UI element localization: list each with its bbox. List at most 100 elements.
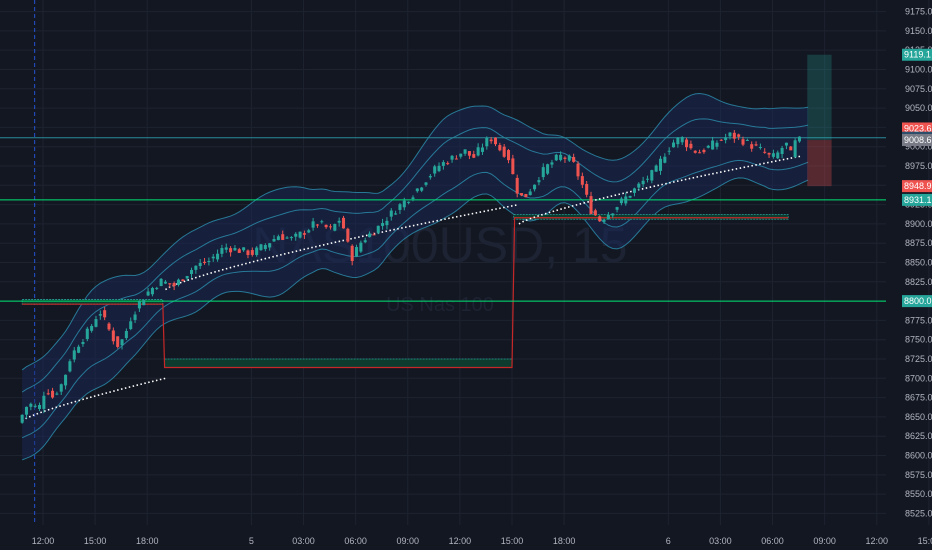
candle-body [59, 384, 63, 392]
candle [550, 159, 554, 168]
candle-body [559, 154, 563, 160]
candle-body [619, 198, 623, 204]
candle-body [437, 165, 441, 172]
candle-body [272, 238, 276, 242]
price-tag-bg [902, 180, 932, 193]
candle-body [776, 152, 780, 159]
candle-body [46, 393, 50, 395]
candle-body [55, 393, 59, 395]
price-tick-label: 9150.0 [905, 26, 932, 36]
candle-body [533, 184, 537, 190]
candle [189, 267, 194, 278]
band-line [21, 177, 809, 461]
candle-body [359, 242, 363, 252]
candle-body [702, 149, 706, 153]
candle [537, 177, 541, 186]
price-tick-label: 8700.0 [905, 373, 932, 383]
candle-body [250, 250, 254, 255]
candle [129, 317, 133, 331]
candle [394, 210, 398, 215]
candle-body [493, 137, 498, 145]
candle-body [698, 152, 702, 154]
candle-body [81, 342, 85, 345]
candle [211, 253, 215, 262]
candle [337, 217, 341, 227]
candle-body [33, 405, 37, 407]
candle [216, 249, 220, 262]
candle [428, 174, 432, 180]
candle [515, 174, 519, 198]
price-tag-label: 8948.9 [904, 181, 932, 191]
candle [298, 231, 302, 239]
candle [424, 182, 428, 187]
candle-body [24, 406, 29, 415]
candle-body [711, 140, 715, 150]
candle [194, 265, 198, 274]
bollinger-bands [21, 93, 809, 461]
candle [715, 140, 719, 150]
candle-body [572, 156, 576, 162]
candle-body [663, 156, 667, 163]
candle [750, 141, 754, 152]
candle [780, 145, 784, 159]
candle-body [211, 256, 215, 259]
candle [446, 161, 450, 166]
candle [368, 231, 372, 238]
candle [359, 240, 363, 253]
candle-body [520, 193, 524, 196]
candle-body [246, 250, 250, 256]
candle-body [485, 137, 489, 147]
price-tick-label: 8600.0 [905, 451, 932, 461]
candle [94, 315, 98, 328]
candle-body [333, 223, 337, 231]
candle-body [554, 154, 558, 161]
candle [85, 326, 89, 342]
level-box [513, 214, 789, 220]
candle [355, 244, 359, 257]
candle [411, 195, 415, 202]
candle-body [233, 248, 237, 251]
candle-body [793, 140, 797, 157]
candle [611, 213, 615, 218]
time-axis-area [0, 525, 886, 550]
time-axis: 12:00 15:00 18:00 5 03:00 06:00 09:00 12:00 15:0… [32, 536, 932, 546]
candle [333, 223, 337, 232]
candle [229, 246, 233, 257]
candle-body [511, 158, 515, 175]
candle [233, 245, 237, 252]
price-tick-label: 8650.0 [905, 412, 932, 422]
candle-body [463, 149, 467, 154]
candle-body [411, 197, 415, 199]
candle-body [42, 395, 46, 409]
candle [650, 169, 654, 184]
candle [363, 237, 367, 244]
candle-body [368, 233, 372, 238]
candle-body [224, 247, 228, 250]
candle-body [454, 158, 458, 160]
candle-body [176, 279, 181, 285]
candle-body [85, 328, 89, 340]
candle-body [320, 221, 324, 223]
candle-body [337, 220, 341, 223]
time-tick-label: 12:00 [865, 536, 888, 546]
candle-body [580, 176, 584, 185]
candle-body [715, 142, 719, 147]
candle-body [38, 405, 42, 409]
candle [789, 145, 793, 151]
candle [307, 228, 311, 234]
candle-body [194, 265, 198, 270]
time-tick-label: 09:00 [397, 536, 420, 546]
candle-body [450, 155, 454, 160]
candle [776, 150, 780, 159]
candle [24, 406, 29, 419]
candle-body [567, 155, 571, 161]
candle-body [624, 196, 628, 204]
candle [350, 244, 354, 266]
price-tag-bg [902, 134, 932, 147]
candle [698, 149, 702, 154]
time-tick-label: 15:00 [501, 536, 524, 546]
candle-body [541, 167, 545, 178]
candle [107, 322, 111, 331]
